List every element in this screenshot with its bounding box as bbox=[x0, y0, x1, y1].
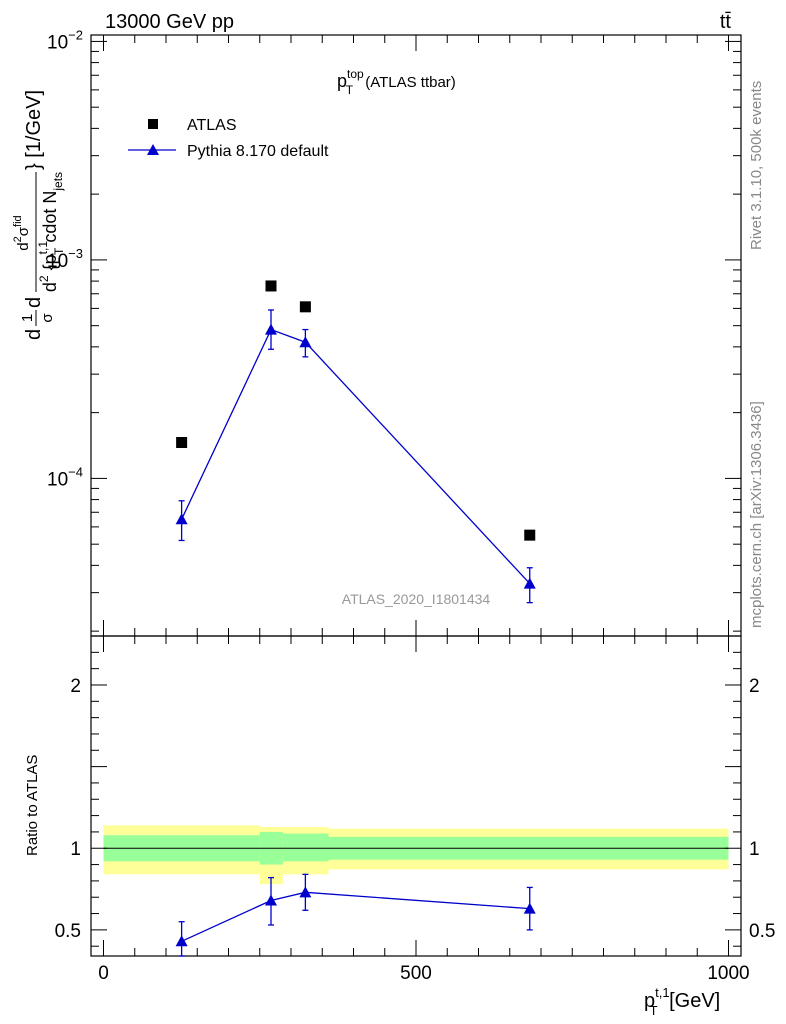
atlas-data-point bbox=[176, 437, 188, 449]
legend-label-atlas: ATLAS bbox=[187, 117, 237, 134]
ratio-pythia-point bbox=[523, 902, 536, 914]
svg-text:1: 1 bbox=[19, 314, 36, 322]
svg-text:d: d bbox=[23, 329, 45, 340]
svg-text:} [1/GeV]: } [1/GeV] bbox=[23, 90, 45, 170]
main-y-tick-label: 10−3 bbox=[47, 246, 83, 272]
main-series bbox=[175, 280, 536, 604]
ratio-y-tick-label: 0.5 bbox=[55, 921, 81, 942]
legend-label-pythia: Pythia 8.170 default bbox=[187, 143, 329, 160]
ratio-uncertainty-bands bbox=[103, 825, 729, 885]
pythia-point bbox=[265, 323, 277, 335]
pythia-point bbox=[175, 513, 188, 525]
main-panel: 10−2 10−3 10−4 bbox=[47, 27, 742, 637]
ratio-y-tick-label-right: 1 bbox=[749, 839, 760, 860]
pythia-line bbox=[181, 328, 531, 585]
ratio-frame bbox=[90, 635, 742, 957]
mcplots-label: mcplots.cern.ch [arXiv:1306.3436] bbox=[748, 401, 765, 628]
analysis-watermark: ATLAS_2020_I1801434 bbox=[342, 591, 491, 607]
ratio-y-tick-label: 1 bbox=[70, 839, 81, 860]
x-tick-label: 0 bbox=[98, 963, 109, 984]
x-tick-label: 1000 bbox=[707, 963, 749, 984]
main-y-tick-label: 10−2 bbox=[47, 27, 83, 53]
svg-text:σ: σ bbox=[39, 313, 56, 323]
main-ticks bbox=[91, 35, 741, 636]
ratio-panel: 0.5 0.5 1 1 2 2 0 500 1000 bbox=[55, 635, 776, 984]
ratio-tick-labels: 0.5 0.5 1 1 2 2 0 500 1000 bbox=[55, 676, 776, 984]
ratio-pythia-point bbox=[299, 886, 312, 898]
pythia-point bbox=[299, 336, 312, 348]
ratio-y-axis-label: Ratio to ATLAS bbox=[24, 755, 41, 856]
ratio-pythia-point bbox=[175, 935, 188, 947]
ratio-ticks bbox=[91, 636, 741, 956]
x-axis-label: pt,1 T [GeV] bbox=[644, 985, 720, 1018]
header-left: 13000 GeV pp bbox=[105, 11, 234, 33]
plot-title: ptop T (ATLAS ttbar) bbox=[337, 67, 456, 97]
atlas-data-point bbox=[299, 301, 311, 313]
main-tick-labels: 10−2 10−3 10−4 bbox=[47, 27, 83, 490]
ratio-y-tick-label-right: 2 bbox=[749, 676, 760, 697]
ratio-y-tick-label: 2 bbox=[70, 676, 81, 697]
legend: ATLAS Pythia 8.170 default bbox=[128, 117, 329, 160]
ratio-pythia-line bbox=[181, 891, 530, 942]
svg-text:d2 {pt,1T cdot Njets: d2 {pt,1 T cdot Njets bbox=[36, 172, 66, 292]
main-y-tick-label: 10−4 bbox=[47, 464, 83, 490]
legend-marker-pythia bbox=[147, 144, 159, 155]
header-right: tt̄ bbox=[720, 11, 732, 33]
ratio-pythia-point bbox=[265, 894, 277, 906]
atlas-data-point bbox=[265, 280, 277, 292]
legend-marker-atlas bbox=[148, 119, 158, 129]
main-y-axis-label: d 1 σ d d2σfid d2 {pt,1 T cdot Njets } [1… bbox=[12, 90, 66, 340]
atlas-data-point bbox=[524, 529, 536, 541]
ratio-y-tick-label-right: 0.5 bbox=[749, 921, 775, 942]
svg-text:d2σfid: d2σfid bbox=[12, 215, 32, 250]
band-inner bbox=[282, 833, 329, 862]
pythia-point bbox=[523, 577, 536, 589]
ratio-series bbox=[175, 873, 536, 957]
svg-text:d: d bbox=[23, 297, 45, 308]
x-tick-label: 500 bbox=[400, 963, 432, 984]
rivet-label: Rivet 3.1.10, 500k events bbox=[748, 81, 765, 250]
